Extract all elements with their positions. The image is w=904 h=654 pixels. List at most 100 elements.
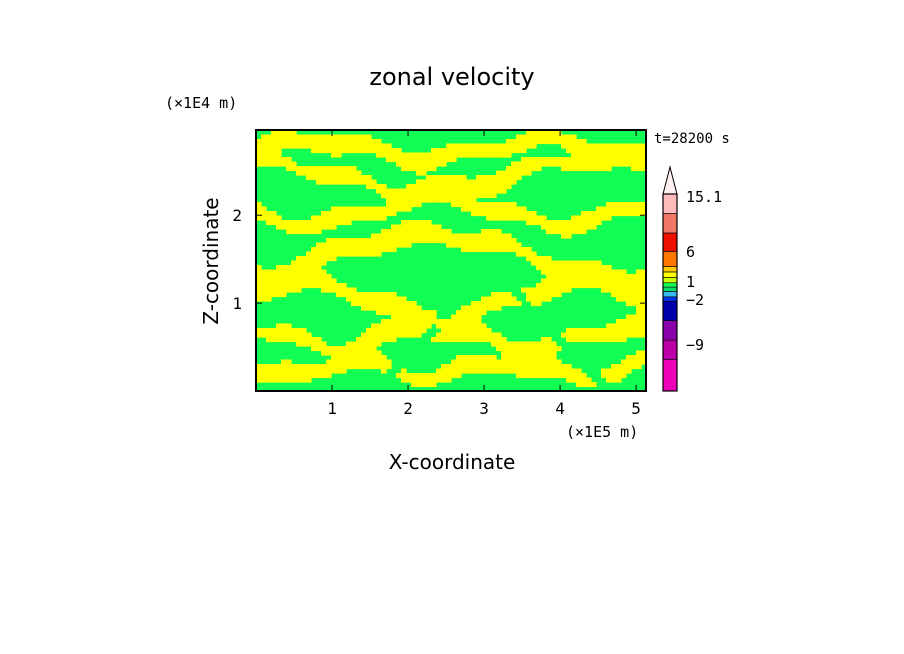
field-cell [266,274,272,280]
field-cell [361,143,367,149]
field-cell [561,332,567,338]
field-cell [506,359,512,365]
field-cell [416,166,422,172]
field-cell [306,175,312,181]
field-cell [466,310,472,316]
field-cell [501,152,507,158]
field-cell [311,166,317,172]
field-cell [511,215,517,221]
field-cell [391,296,397,302]
field-cell [581,139,587,145]
field-cell [561,139,567,145]
field-cell [286,229,292,235]
field-cell [376,292,382,298]
x-tick-label: 4 [555,399,565,418]
field-cell [321,175,327,181]
field-cell [491,152,497,158]
field-cell [266,332,272,338]
field-cell [456,368,462,374]
field-cell [571,152,577,158]
colorbar: 15.161−2−9 [662,165,722,392]
field-cell [586,274,592,280]
field-cell [561,265,567,271]
field-cell [576,148,582,154]
field-cell [286,373,292,379]
x-tick-label: 3 [479,399,489,418]
field-cell [331,179,337,185]
field-cell [471,359,477,365]
field-cell [341,179,347,185]
field-cell [551,139,557,145]
field-cell [401,373,407,379]
field-cell [351,287,357,293]
field-cell [581,278,587,284]
field-cell [346,206,352,212]
field-cell [316,247,322,253]
field-cell [481,368,487,374]
field-cell [281,287,287,293]
field-cell [366,305,372,311]
field-cell [491,233,497,239]
field-cell [496,332,502,338]
field-cell [341,364,347,370]
field-cell [311,139,317,145]
field-cell [371,296,377,302]
field-cell [466,143,472,149]
field-cell [501,184,507,190]
field-cell [351,355,357,361]
field-cell [381,305,387,311]
field-cell [446,377,452,383]
field-cell [501,170,507,176]
field-cell [381,242,387,248]
field-cell [531,139,537,145]
field-cell [346,220,352,226]
field-cell [626,161,632,167]
field-cell [401,188,407,194]
field-cell [636,301,642,307]
field-cell [331,251,337,257]
field-cell [376,332,382,338]
field-cell [296,166,302,172]
field-cell [451,373,457,379]
field-cell [286,134,292,140]
field-cell [356,134,362,140]
field-cell [626,206,632,212]
field-cell [586,211,592,217]
x-tick-label: 1 [327,399,337,418]
field-cell [571,274,577,280]
field-cell [571,337,577,343]
field-cell [636,283,642,289]
field-cell [296,364,302,370]
field-cell [326,220,332,226]
field-cell [351,211,357,217]
field-cell [296,143,302,149]
field-cell [621,332,627,338]
field-cell [546,368,552,374]
field-cell [286,139,292,145]
field-cell [586,332,592,338]
field-cell [451,242,457,248]
field-cell [641,157,647,163]
field-cell [336,166,342,172]
field-cell [441,148,447,154]
field-cell [411,184,417,190]
field-cell [456,202,462,208]
field-cell [361,305,367,311]
field-cell [266,292,272,298]
field-cell [271,152,277,158]
field-cell [536,287,542,293]
field-cell [321,364,327,370]
field-cell [471,301,477,307]
field-cell [336,139,342,145]
field-cell [321,220,327,226]
field-cell [621,323,627,329]
field-cell [641,283,647,289]
field-cell [521,143,527,149]
field-cell [501,215,507,221]
field-cell [401,332,407,338]
field-cell [631,157,637,163]
field-cell [371,139,377,145]
field-cell [481,242,487,248]
field-cell [386,202,392,208]
field-cell [526,256,532,262]
